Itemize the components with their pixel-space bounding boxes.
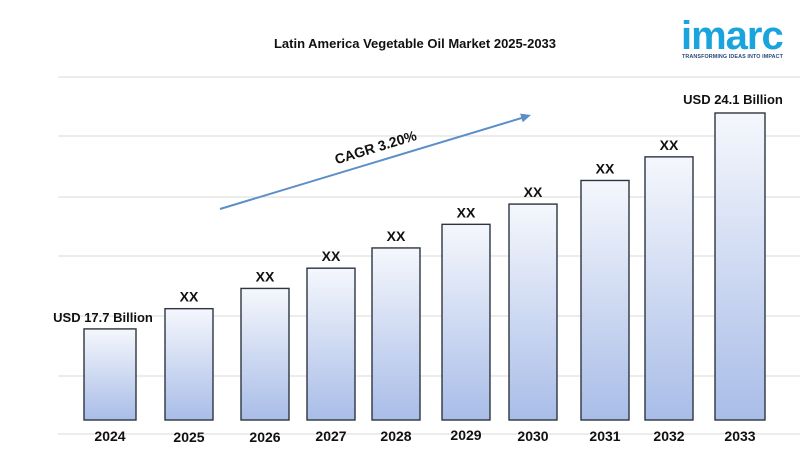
bar-2027	[306, 267, 356, 421]
bar-2032	[644, 156, 694, 421]
bars	[83, 112, 766, 421]
x-tick-labels: 2024 2025 2026 2027 2028 2029 2030 2031 2032 2033	[94, 427, 755, 445]
x-tick-2027: 2027	[315, 428, 346, 444]
data-label-2033: USD 24.1 Billion	[683, 92, 783, 107]
data-label-2031: XX	[596, 160, 615, 176]
data-label-2029: XX	[457, 204, 476, 220]
x-tick-2031: 2031	[589, 428, 620, 444]
data-label-2028: XX	[387, 228, 406, 244]
x-tick-2033: 2033	[724, 428, 755, 444]
cagr-arrow-head	[520, 113, 531, 123]
bar-2026	[240, 287, 290, 421]
bar-2030	[508, 203, 558, 421]
logo-wordmark: imarc	[681, 14, 784, 58]
x-tick-2025: 2025	[173, 429, 204, 445]
data-label-2032: XX	[660, 137, 679, 153]
bar-2029	[441, 223, 491, 421]
data-label-2030: XX	[524, 184, 543, 200]
imarc-logo: imarc TRANSFORMING IDEAS INTO IMPACT	[681, 14, 791, 62]
logo-tagline: TRANSFORMING IDEAS INTO IMPACT	[682, 54, 784, 60]
x-tick-2029: 2029	[450, 427, 481, 443]
chart-title: Latin America Vegetable Oil Market 2025-…	[274, 36, 556, 51]
x-tick-2024: 2024	[94, 428, 125, 444]
data-label-2024: USD 17.7 Billion	[53, 310, 153, 325]
x-tick-2028: 2028	[380, 428, 411, 444]
data-labels: USD 17.7 Billion XX XX XX XX XX XX XX XX USD 24.1…	[53, 92, 783, 325]
data-label-2027: XX	[322, 248, 341, 264]
cagr-arrow	[219, 116, 526, 210]
x-tick-2026: 2026	[249, 429, 280, 445]
bar-2025	[164, 307, 214, 421]
data-label-2026: XX	[256, 268, 275, 284]
x-tick-2030: 2030	[517, 428, 548, 444]
bar-2033	[714, 112, 766, 421]
data-label-2025: XX	[180, 289, 199, 305]
bar-2028	[371, 247, 421, 421]
bar-2024	[83, 328, 137, 421]
cagr-annotation: CAGR 3.20%	[219, 113, 531, 210]
x-tick-2032: 2032	[653, 428, 684, 444]
bar-2031	[580, 179, 630, 421]
